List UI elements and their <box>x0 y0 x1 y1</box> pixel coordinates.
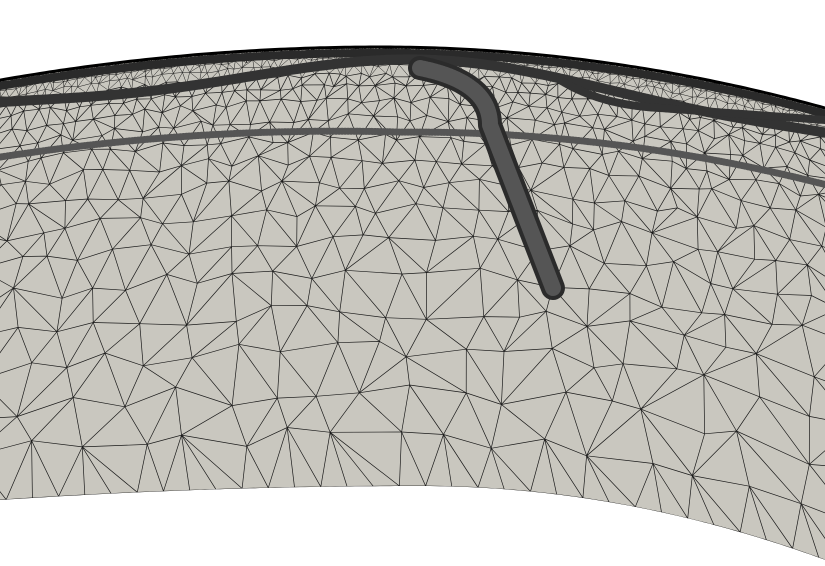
mesh-edges <box>0 234 825 310</box>
mesh-edges <box>0 132 825 209</box>
mesh-edges <box>0 203 825 310</box>
mesh-edges <box>0 427 825 562</box>
mesh-edges <box>0 155 825 256</box>
mesh-edges <box>0 83 825 170</box>
mesh-edges <box>0 132 825 228</box>
mesh-edges <box>0 234 825 342</box>
mesh-edges <box>0 178 825 256</box>
outer-layer <box>0 49 825 120</box>
mesh-edges <box>0 305 825 426</box>
mesh-edges <box>0 384 825 526</box>
refined-features <box>0 49 825 300</box>
mid-layer <box>0 127 825 190</box>
mesh-edges <box>0 267 825 343</box>
outer-boundary <box>0 45 825 110</box>
mesh-edges <box>0 179 825 289</box>
mesh-edges <box>0 427 825 526</box>
domain-fill <box>0 47 825 560</box>
mesh-edges <box>0 267 825 393</box>
mesh-edges <box>0 82 825 155</box>
mesh-edges <box>0 341 825 469</box>
side-layer <box>556 76 825 124</box>
fin-core <box>412 60 561 296</box>
mesh-edges <box>0 305 825 393</box>
mesh-edges <box>0 97 825 190</box>
